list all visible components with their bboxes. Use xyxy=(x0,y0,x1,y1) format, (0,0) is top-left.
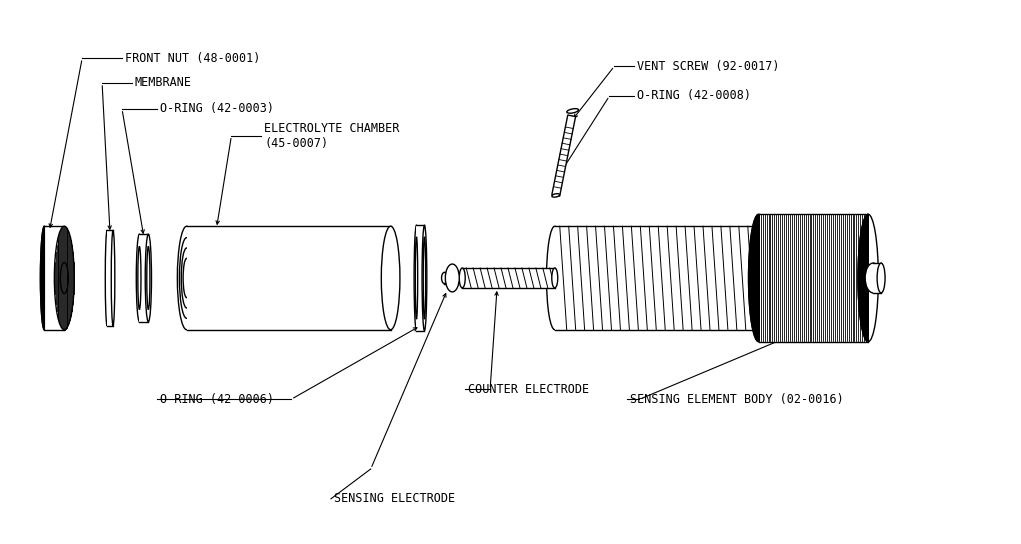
Bar xyxy=(444,273,452,283)
Polygon shape xyxy=(41,226,44,330)
Bar xyxy=(873,263,881,293)
Ellipse shape xyxy=(41,226,48,330)
Text: ELECTROLYTE CHAMBER
(45-0007): ELECTROLYTE CHAMBER (45-0007) xyxy=(264,122,399,150)
Text: O-RING (42-0006): O-RING (42-0006) xyxy=(160,393,274,406)
Ellipse shape xyxy=(111,230,114,326)
Bar xyxy=(107,230,113,326)
Ellipse shape xyxy=(750,226,767,330)
Text: VENT SCREW (92-0017): VENT SCREW (92-0017) xyxy=(637,59,780,72)
Text: COUNTER ELECTRODE: COUNTER ELECTRODE xyxy=(469,383,589,396)
Ellipse shape xyxy=(182,248,192,308)
Bar xyxy=(759,214,868,342)
Ellipse shape xyxy=(552,194,560,197)
Ellipse shape xyxy=(105,230,109,326)
Ellipse shape xyxy=(183,258,190,298)
Bar xyxy=(140,234,148,322)
Ellipse shape xyxy=(551,268,557,288)
Ellipse shape xyxy=(459,268,466,288)
Ellipse shape xyxy=(178,226,196,330)
Ellipse shape xyxy=(180,238,194,318)
Ellipse shape xyxy=(422,225,427,331)
Text: SENSING ELEMENT BODY (02-0016): SENSING ELEMENT BODY (02-0016) xyxy=(630,393,844,406)
Ellipse shape xyxy=(445,264,459,292)
Ellipse shape xyxy=(424,237,426,319)
Ellipse shape xyxy=(145,234,151,322)
Polygon shape xyxy=(858,214,868,342)
Ellipse shape xyxy=(415,225,419,331)
Polygon shape xyxy=(748,214,759,342)
Ellipse shape xyxy=(147,246,150,310)
Ellipse shape xyxy=(60,262,68,294)
Ellipse shape xyxy=(441,273,447,283)
Text: FRONT NUT (48-0001): FRONT NUT (48-0001) xyxy=(125,52,260,65)
Ellipse shape xyxy=(416,237,418,319)
Ellipse shape xyxy=(865,263,881,293)
Ellipse shape xyxy=(567,109,579,113)
Bar xyxy=(554,226,759,330)
Text: O-RING (42-0008): O-RING (42-0008) xyxy=(637,89,751,102)
Ellipse shape xyxy=(136,234,143,322)
Ellipse shape xyxy=(138,246,141,310)
Bar xyxy=(187,226,391,330)
Bar xyxy=(417,225,425,331)
Text: MEMBRANE: MEMBRANE xyxy=(135,77,192,89)
Bar xyxy=(463,268,554,288)
Ellipse shape xyxy=(748,214,769,342)
Polygon shape xyxy=(552,115,576,196)
Bar xyxy=(44,226,64,330)
Text: O-RING (42-0003): O-RING (42-0003) xyxy=(160,102,274,115)
Ellipse shape xyxy=(54,226,75,330)
Ellipse shape xyxy=(858,214,878,342)
Ellipse shape xyxy=(877,263,885,293)
Text: SENSING ELECTRODE: SENSING ELECTRODE xyxy=(334,492,455,505)
Ellipse shape xyxy=(381,226,400,330)
Ellipse shape xyxy=(546,226,563,330)
